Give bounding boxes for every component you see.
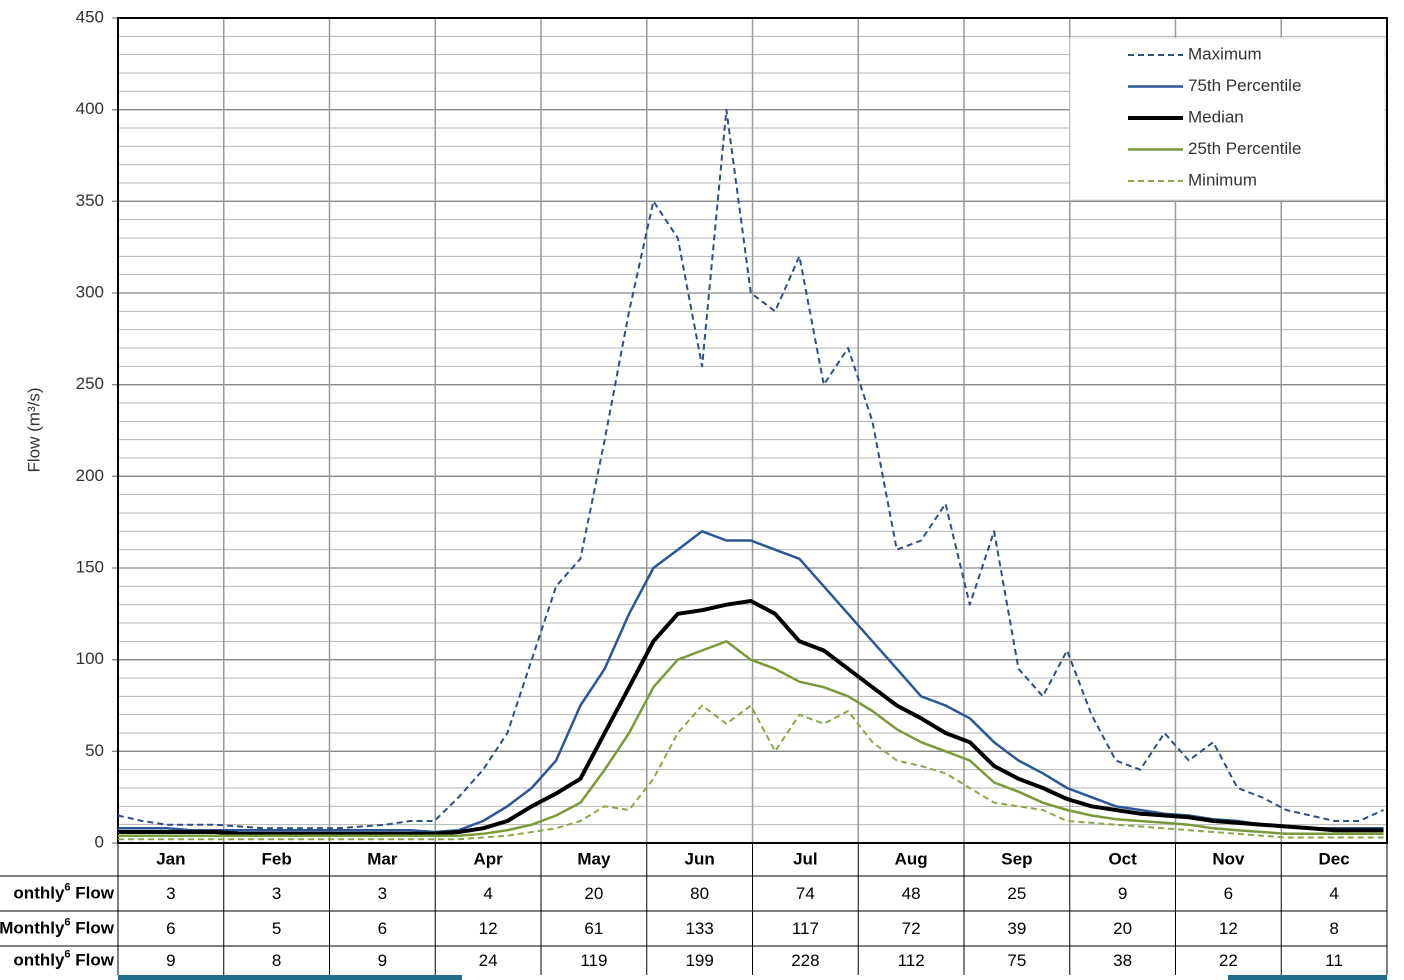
table-cell: 25 [1007, 884, 1026, 903]
table-cell: 80 [690, 884, 709, 903]
row-label-text: Flow [71, 951, 115, 970]
month-header: Apr [473, 849, 503, 868]
y-axis-label: Flow (m³/s) [24, 388, 43, 473]
table: Jan Feb Mar Apr May Jun Jul Aug Sep Oct Nov Dec onth… [0, 843, 1388, 975]
table-cell: 61 [584, 919, 603, 938]
series-line [117, 108, 1384, 830]
table-cell: 133 [685, 919, 713, 938]
table-cell: 3 [378, 884, 387, 903]
month-header: Mar [367, 849, 398, 868]
table-cell: 24 [479, 951, 498, 970]
month-header: May [577, 849, 611, 868]
table-cell: 38 [1113, 951, 1132, 970]
month-header: Dec [1319, 849, 1350, 868]
legend-label: Maximum [1188, 44, 1262, 63]
table-cell: 8 [1329, 919, 1338, 938]
table-cell: 6 [378, 919, 387, 938]
legend-label: Median [1188, 107, 1244, 126]
table-cell: 4 [1329, 884, 1338, 903]
decor-bar [118, 975, 462, 980]
table-cell: 75 [1007, 951, 1026, 970]
table-cell: 20 [584, 884, 603, 903]
row-label-sup: 6 [64, 948, 70, 960]
table-cell: 3 [166, 884, 175, 903]
table-cell: 119 [580, 951, 607, 970]
table-cell: 20 [1113, 919, 1132, 938]
series-line [118, 640, 1384, 837]
y-tick-label: 200 [76, 466, 104, 485]
decor-bar [1228, 975, 1387, 980]
month-header: Nov [1212, 849, 1245, 868]
legend: Maximum 75th Percentile Median 25th Percent… [1069, 37, 1386, 201]
table-cell: 117 [792, 919, 819, 938]
table-cell: 5 [272, 919, 281, 938]
y-tick-label: 100 [76, 649, 104, 668]
y-tick-label: 450 [76, 7, 104, 26]
table-cell: 112 [898, 951, 925, 970]
row-label-text: Monthly [0, 919, 65, 938]
table-cell: 12 [1219, 919, 1238, 938]
legend-label: 25th Percentile [1188, 139, 1301, 158]
row-label-text: Flow [71, 884, 115, 903]
legend-label: Minimum [1188, 170, 1257, 189]
table-cell: 6 [1224, 884, 1233, 903]
table-cell: 6 [166, 919, 175, 938]
month-header: Feb [262, 849, 292, 868]
row-label-sup: 6 [64, 916, 70, 928]
table-cell: 39 [1007, 919, 1026, 938]
table-cell: 9 [1118, 884, 1127, 903]
y-tick-label: 50 [85, 741, 104, 760]
table-cell: 4 [483, 884, 492, 903]
month-header: Jul [793, 849, 818, 868]
table-cell: 8 [272, 951, 281, 970]
month-header: Jan [156, 849, 185, 868]
table-cell: 199 [685, 951, 713, 970]
table-cell: 74 [796, 884, 815, 903]
row-label-text: Flow [71, 919, 115, 938]
row-label: Monthly6 Flow [0, 916, 115, 938]
month-header: Sep [1001, 849, 1032, 868]
y-tick-label: 350 [76, 191, 104, 210]
month-header: Oct [1108, 849, 1137, 868]
series-line [118, 599, 1384, 836]
lines [117, 108, 1384, 841]
series-line [118, 704, 1384, 841]
y-tick-label: 400 [76, 99, 104, 118]
y-tick-label: 250 [76, 374, 104, 393]
table-cell: 9 [378, 951, 387, 970]
legend-box [1069, 37, 1386, 201]
month-header: Aug [895, 849, 928, 868]
row-label-text: onthly [13, 884, 65, 903]
legend-label: 75th Percentile [1188, 76, 1301, 95]
table-cell: 11 [1325, 951, 1343, 970]
table-cell: 3 [272, 884, 281, 903]
y-tick-label: 0 [95, 832, 104, 851]
table-cell: 72 [902, 919, 921, 938]
month-header: Jun [685, 849, 715, 868]
y-tick-label: 150 [76, 557, 104, 576]
row-label-sup: 6 [64, 881, 70, 893]
row-label-text: onthly [13, 951, 65, 970]
table-cell: 228 [791, 951, 819, 970]
table-cell: 22 [1219, 951, 1238, 970]
table-cell: 12 [479, 919, 498, 938]
row-label: onthly6 Flow [13, 948, 114, 970]
row-label: onthly6 Flow [13, 881, 114, 903]
table-cell: 9 [166, 951, 175, 970]
y-tick-label: 300 [76, 282, 104, 301]
table-cell: 48 [902, 884, 921, 903]
